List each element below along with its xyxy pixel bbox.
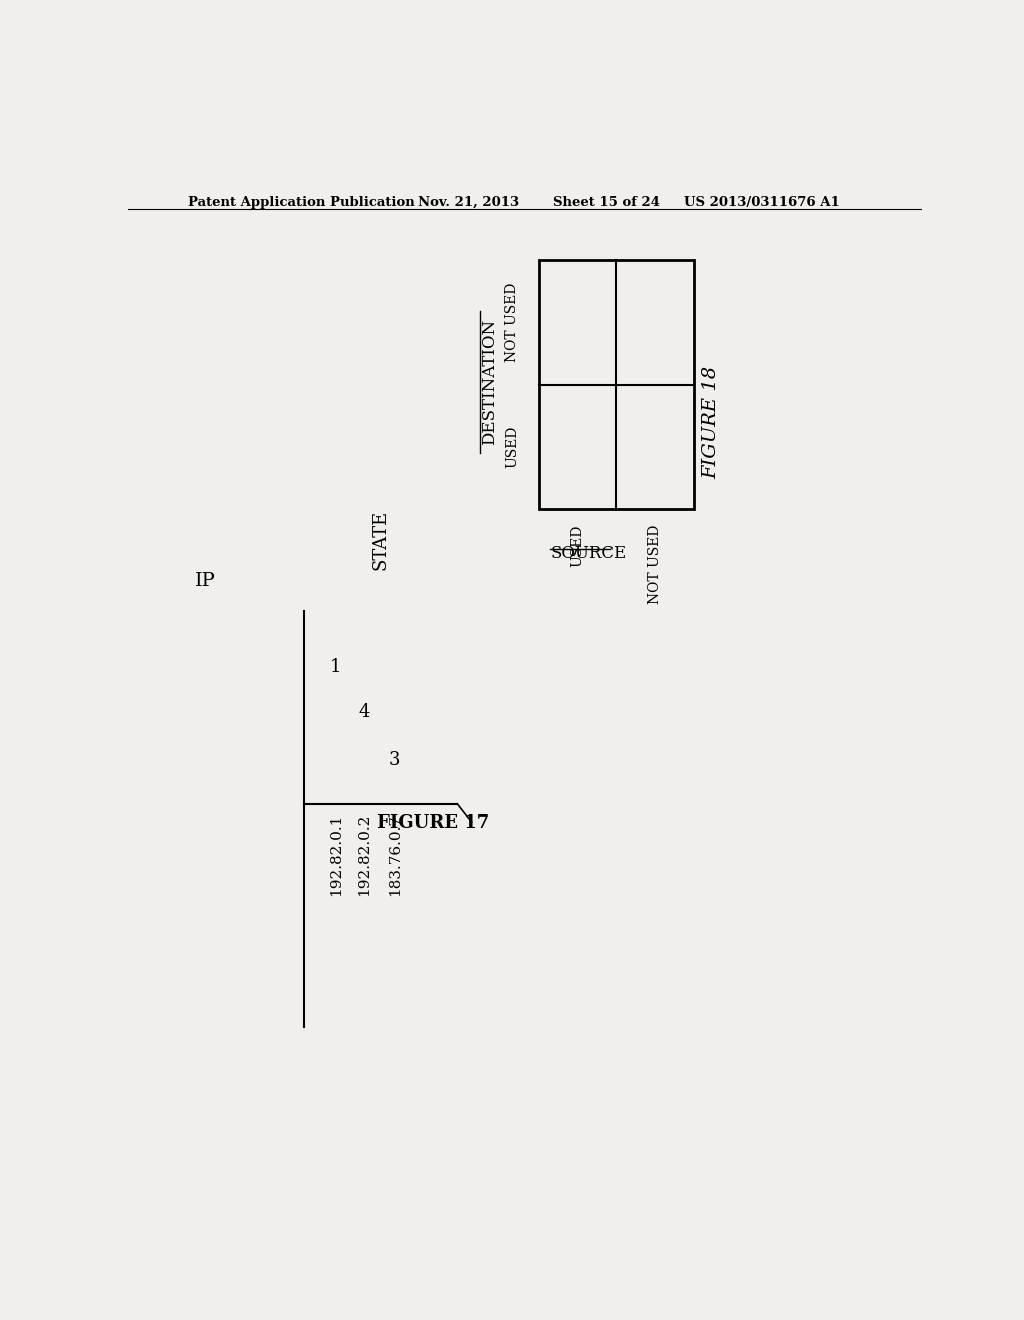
Text: IP: IP	[196, 573, 216, 590]
Text: FIGURE 18: FIGURE 18	[702, 366, 720, 479]
Text: 3: 3	[389, 751, 400, 770]
Text: SOURCE: SOURCE	[550, 545, 627, 561]
Text: Sheet 15 of 24: Sheet 15 of 24	[553, 195, 659, 209]
Text: NOT USED: NOT USED	[505, 282, 519, 362]
Text: DESTINATION: DESTINATION	[480, 319, 498, 445]
Bar	[539, 260, 694, 510]
Text: 4: 4	[358, 704, 371, 721]
Text: 1: 1	[330, 657, 342, 676]
Text: USED: USED	[505, 425, 519, 469]
Text: Patent Application Publication: Patent Application Publication	[187, 195, 415, 209]
Text: Nov. 21, 2013: Nov. 21, 2013	[418, 195, 519, 209]
Text: 192.82.0.1: 192.82.0.1	[329, 814, 343, 896]
Text: NOT USED: NOT USED	[648, 524, 663, 603]
Text: FIGURE 17: FIGURE 17	[378, 814, 489, 832]
Text: 183.76.0.7: 183.76.0.7	[388, 814, 401, 896]
Text: USED: USED	[570, 524, 585, 566]
Text: US 2013/0311676 A1: US 2013/0311676 A1	[684, 195, 840, 209]
Text: 192.82.0.2: 192.82.0.2	[357, 814, 372, 896]
Text: STATE: STATE	[372, 510, 389, 570]
